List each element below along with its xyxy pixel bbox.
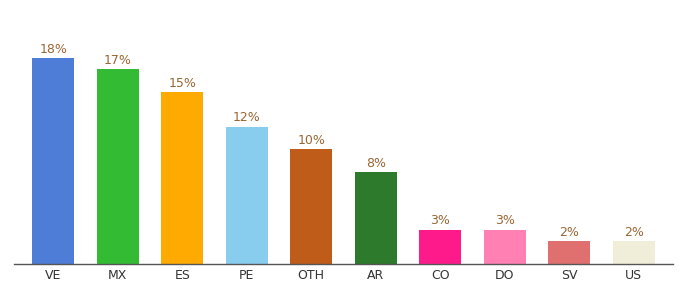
Bar (419, 230, 461, 264)
Text: 17%: 17% (104, 54, 132, 67)
Bar (32, 58, 74, 264)
Text: 18%: 18% (39, 43, 67, 56)
Bar (613, 241, 655, 264)
Bar (548, 241, 590, 264)
Text: 3%: 3% (494, 214, 515, 227)
Text: 15%: 15% (168, 77, 196, 90)
Text: 10%: 10% (297, 134, 325, 147)
Text: 2%: 2% (624, 226, 643, 239)
Text: 12%: 12% (233, 111, 260, 124)
Bar (355, 172, 396, 264)
Bar (97, 69, 139, 264)
Bar (483, 230, 526, 264)
Text: 8%: 8% (366, 157, 386, 170)
Bar (161, 92, 203, 264)
Text: 3%: 3% (430, 214, 450, 227)
Bar (290, 149, 332, 264)
Bar (226, 127, 268, 264)
Text: 2%: 2% (559, 226, 579, 239)
